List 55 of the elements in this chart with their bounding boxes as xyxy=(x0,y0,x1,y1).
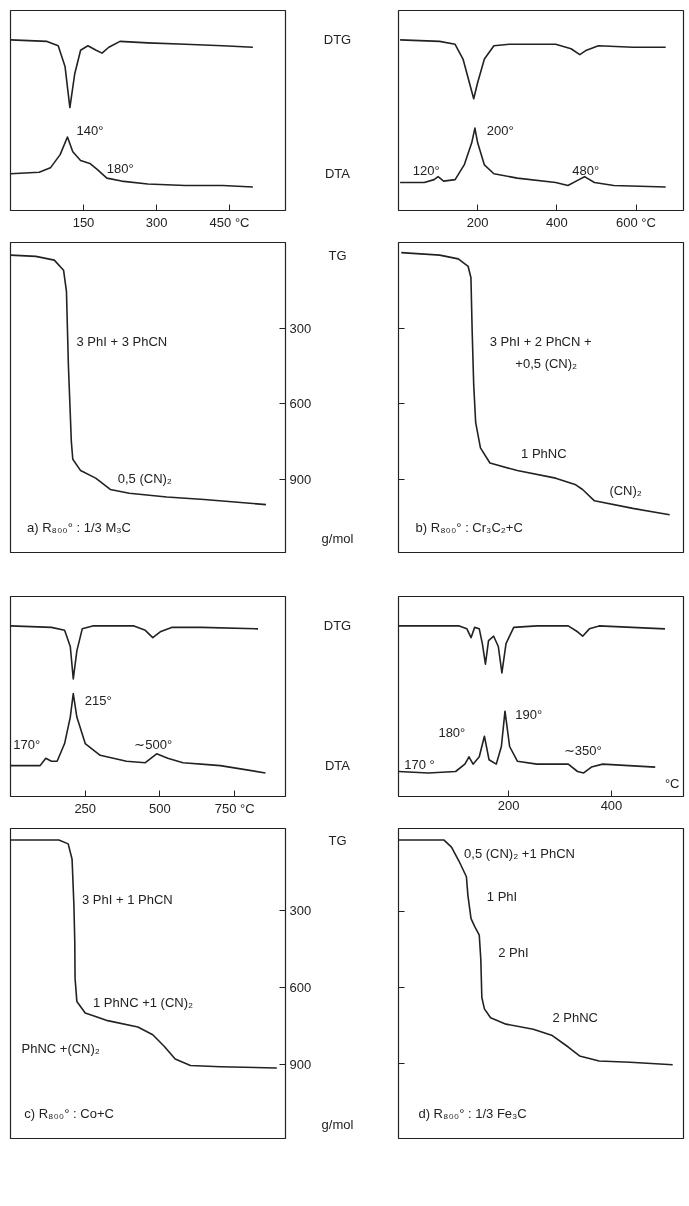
annotation: 170° xyxy=(13,737,41,752)
annotation: +0,5 (CN)₂ xyxy=(515,355,578,371)
annotation: 0,5 (CN)₂ +1 PhCN xyxy=(464,845,575,861)
x-tick-label: 750 °C xyxy=(214,800,255,816)
annotation: 1 PhI xyxy=(486,889,518,905)
x-axis-title: °C xyxy=(664,775,680,791)
x-tick-label: 500 xyxy=(149,800,171,816)
x-tick-label: 250 xyxy=(74,800,97,816)
annotation: 3 PhI + 1 PhCN xyxy=(82,892,173,908)
annotation: 1 PhNC xyxy=(521,445,567,461)
annotation: d) R₈₀₀° : 1/3 Fe₃C xyxy=(418,1106,527,1122)
annotation: 0,5 (CN)₂ xyxy=(117,470,172,486)
text: DTA xyxy=(324,166,351,182)
annotation: 180° xyxy=(438,725,466,740)
y-tick-label: 600 xyxy=(289,979,312,995)
annotation: 215° xyxy=(84,693,112,708)
y-tick-label: 900 xyxy=(289,1056,312,1072)
annotation: 3 PhI + 3 PhCN xyxy=(76,334,168,350)
x-tick-label: 600 °C xyxy=(616,214,656,230)
x-tick-label: 400 xyxy=(545,214,568,230)
text: DTG xyxy=(323,32,352,48)
annotation: b) R₈₀₀° : Cr₃C₂+C xyxy=(415,520,523,536)
x-tick-label: 150 xyxy=(72,214,95,230)
y-tick-label: 900 xyxy=(289,471,312,487)
annotation: PhNC +(CN)₂ xyxy=(21,1041,100,1057)
annotation: 2 PhI xyxy=(498,945,529,960)
text: DTA xyxy=(324,758,351,774)
y-axis-title: g/mol xyxy=(321,1117,354,1132)
annotation: 480° xyxy=(572,163,600,178)
text: TG xyxy=(328,247,347,263)
annotation: c) R₈₀₀° : Co+C xyxy=(24,1106,114,1122)
annotation: ∼350° xyxy=(563,743,602,758)
annotation: ∼500° xyxy=(134,737,173,752)
y-tick-label: 300 xyxy=(289,902,312,918)
x-tick-label: 300 xyxy=(145,214,168,230)
annotation: (CN)₂ xyxy=(609,483,642,498)
x-tick-label: 450 °C xyxy=(209,214,250,230)
annotation: 3 PhI + 2 PhCN + xyxy=(489,334,592,350)
x-tick-label: 200 xyxy=(497,797,520,813)
annotation: 140° xyxy=(76,123,104,138)
y-tick-label: 300 xyxy=(289,320,312,336)
x-tick-label: 200 xyxy=(466,214,489,230)
annotation: 120° xyxy=(412,163,440,178)
annotation: 200° xyxy=(486,123,514,138)
annotation: 170 ° xyxy=(404,757,435,772)
annotation: 180° xyxy=(106,161,134,176)
text: TG xyxy=(328,832,347,848)
y-axis-title: g/mol xyxy=(321,531,354,546)
y-tick-label: 600 xyxy=(289,396,312,412)
annotation: 1 PhNC +1 (CN)₂ xyxy=(93,994,194,1010)
annotation: a) R₈₀₀° : 1/3 M₃C xyxy=(27,520,131,536)
annotation: 190° xyxy=(515,707,543,722)
x-tick-label: 400 xyxy=(600,797,623,813)
annotation: 2 PhNC xyxy=(552,1010,598,1026)
text: DTG xyxy=(323,618,352,634)
